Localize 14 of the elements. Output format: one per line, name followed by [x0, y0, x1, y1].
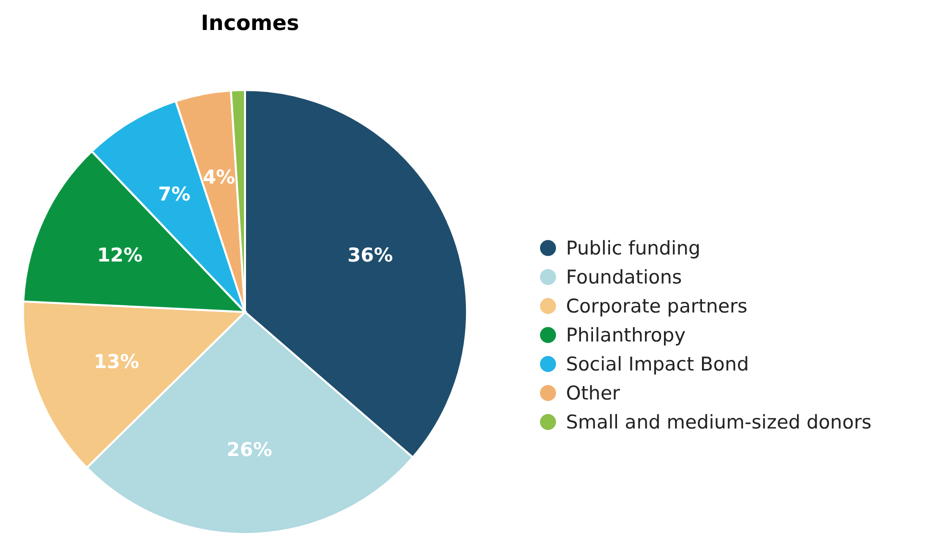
legend-label: Foundations	[566, 266, 682, 289]
legend-label: Small and medium-sized donors	[566, 412, 872, 434]
legend-label: Social Impact Bond	[566, 354, 749, 376]
chart-title: Incomes	[200, 11, 300, 35]
data-label: 7%	[158, 184, 190, 206]
data-label: 12%	[97, 244, 143, 266]
legend-label: Other	[566, 382, 620, 405]
legend-label: Corporate partners	[566, 296, 748, 318]
data-label: 26%	[226, 439, 272, 462]
data-label: 13%	[94, 350, 140, 373]
legend-label: Philanthropy	[566, 324, 686, 347]
data-label: 4%	[202, 166, 236, 188]
legend-label: Public funding	[566, 238, 700, 260]
data-label: 36%	[347, 244, 393, 266]
